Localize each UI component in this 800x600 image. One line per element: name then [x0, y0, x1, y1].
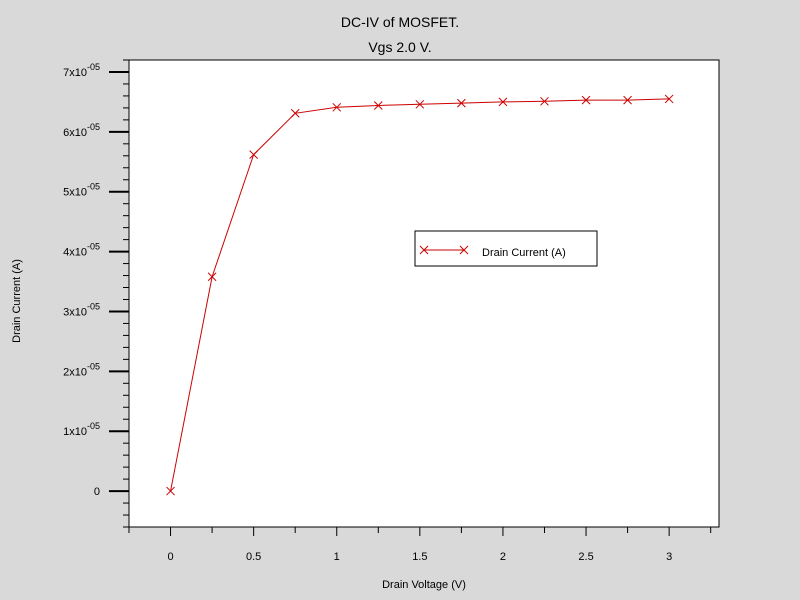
x-tick-label: 3 [666, 551, 672, 563]
data-point-marker [373, 101, 383, 110]
marker-stroke [459, 245, 469, 255]
marker-stroke [498, 97, 508, 107]
data-point-marker [415, 99, 425, 109]
x-tick-label: 2.5 [578, 551, 593, 563]
x-tick-label: 1 [334, 551, 340, 563]
x-axis-label: Drain Voltage (V) [382, 579, 466, 591]
marker-stroke [623, 95, 632, 105]
marker-stroke [249, 150, 259, 159]
marker-stroke [415, 99, 425, 109]
data-point-marker [207, 272, 217, 282]
data-point-marker [664, 94, 674, 104]
data-point-marker [457, 98, 466, 108]
x-tick-label: 2 [500, 551, 506, 563]
x-axis: 0 0.5 1 1.5 2 2.5 3 [128, 527, 712, 563]
x-tick-label: 1.5 [412, 551, 427, 563]
legend-label: Drain Current (A) [482, 247, 566, 259]
data-point-marker [540, 96, 549, 106]
marker-stroke [457, 98, 466, 108]
x-tick-label: 0 [167, 551, 173, 563]
chart-title: DC-IV of MOSFET. [341, 14, 459, 30]
legend-marker [459, 245, 469, 255]
chart-subtitle: Vgs 2.0 V. [368, 39, 431, 55]
y-axis-label: Drain Current (A) [11, 259, 23, 343]
x-tick-label: 0.5 [246, 551, 261, 563]
marker-stroke [332, 102, 342, 112]
marker-stroke [207, 272, 217, 282]
data-point-marker [623, 95, 632, 105]
plot-area [128, 59, 720, 528]
marker-stroke [581, 95, 591, 105]
marker-stroke [540, 96, 549, 106]
data-point-marker [290, 108, 300, 118]
data-point-marker [581, 95, 591, 105]
data-point-marker [332, 102, 342, 112]
legend: Drain Current (A) [414, 230, 598, 267]
data-point-marker [498, 97, 508, 107]
marker-stroke [419, 245, 429, 255]
data-point-marker [166, 486, 175, 496]
series-lines [166, 94, 674, 496]
marker-stroke [290, 108, 300, 118]
marker-stroke [664, 94, 674, 104]
y-tick-label: 0 [94, 486, 100, 498]
marker-stroke [373, 101, 383, 110]
legend-marker [419, 245, 429, 255]
marker-stroke [166, 486, 175, 496]
legend-box [414, 230, 598, 267]
data-point-marker [249, 150, 259, 159]
